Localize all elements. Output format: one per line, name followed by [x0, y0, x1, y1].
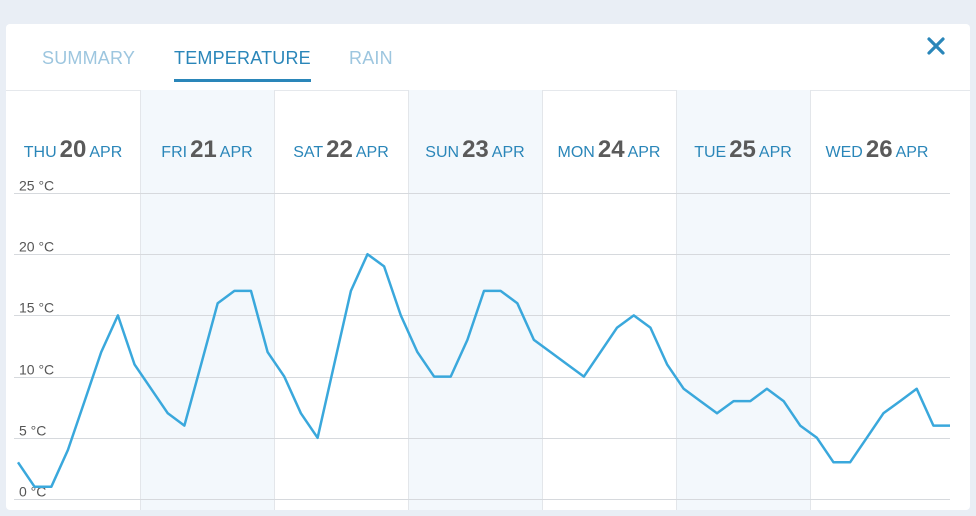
day-of-week: FRI — [161, 144, 188, 161]
month: APR — [758, 144, 792, 161]
day-band — [140, 90, 274, 510]
day-number: 25 — [729, 136, 756, 163]
day-of-week: TUE — [694, 144, 727, 161]
y-tick-label: 25 °C — [19, 178, 54, 194]
day-of-week: SAT — [293, 144, 324, 161]
day-band — [676, 90, 810, 510]
forecast-panel: SUMMARY TEMPERATURE RAIN 0 °C 5 °C 10 °C 15… — [6, 24, 970, 510]
y-tick-label: 20 °C — [19, 239, 54, 255]
day-label-sun: SUN 23 APR — [408, 136, 542, 164]
close-icon[interactable] — [924, 34, 948, 58]
tab-bar: SUMMARY TEMPERATURE RAIN — [6, 24, 970, 91]
day-number: 23 — [462, 136, 489, 163]
month: APR — [219, 144, 253, 161]
day-label-fri: FRI 21 APR — [140, 136, 274, 164]
day-of-week: MON — [557, 144, 595, 161]
day-label-sat: SAT 22 APR — [274, 136, 408, 164]
day-label-wed: WED 26 APR — [810, 136, 944, 164]
day-band — [408, 90, 542, 510]
month: APR — [89, 144, 123, 161]
day-label-tue: TUE 25 APR — [676, 136, 810, 164]
y-tick-label: 10 °C — [19, 362, 54, 378]
day-label-thu: THU 20 APR — [6, 136, 140, 164]
month: APR — [491, 144, 525, 161]
tab-temperature[interactable]: TEMPERATURE — [174, 48, 311, 82]
day-of-week: SUN — [425, 144, 460, 161]
day-label-mon: MON 24 APR — [542, 136, 676, 164]
tab-summary[interactable]: SUMMARY — [42, 48, 136, 68]
day-number: 26 — [865, 136, 893, 163]
y-tick-label: 15 °C — [19, 300, 54, 316]
temperature-series-line — [16, 252, 950, 489]
tab-rain[interactable]: RAIN — [349, 48, 393, 68]
day-number: 24 — [597, 136, 625, 163]
day-number: 21 — [190, 136, 217, 163]
day-of-week: THU — [23, 144, 57, 161]
day-number: 20 — [59, 136, 87, 163]
month: APR — [627, 144, 661, 161]
temperature-chart-svg: 0 °C5 °C10 °C15 °C20 °C25 °C — [14, 90, 950, 510]
day-number: 22 — [326, 136, 353, 163]
day-of-week: WED — [825, 144, 863, 161]
y-tick-label: 5 °C — [19, 423, 46, 439]
month: APR — [895, 144, 929, 161]
temperature-chart: 0 °C 5 °C 10 °C 15 °C 20 °C 25 °C THU 20 APR FRI… — [6, 90, 970, 510]
month: APR — [355, 144, 389, 161]
